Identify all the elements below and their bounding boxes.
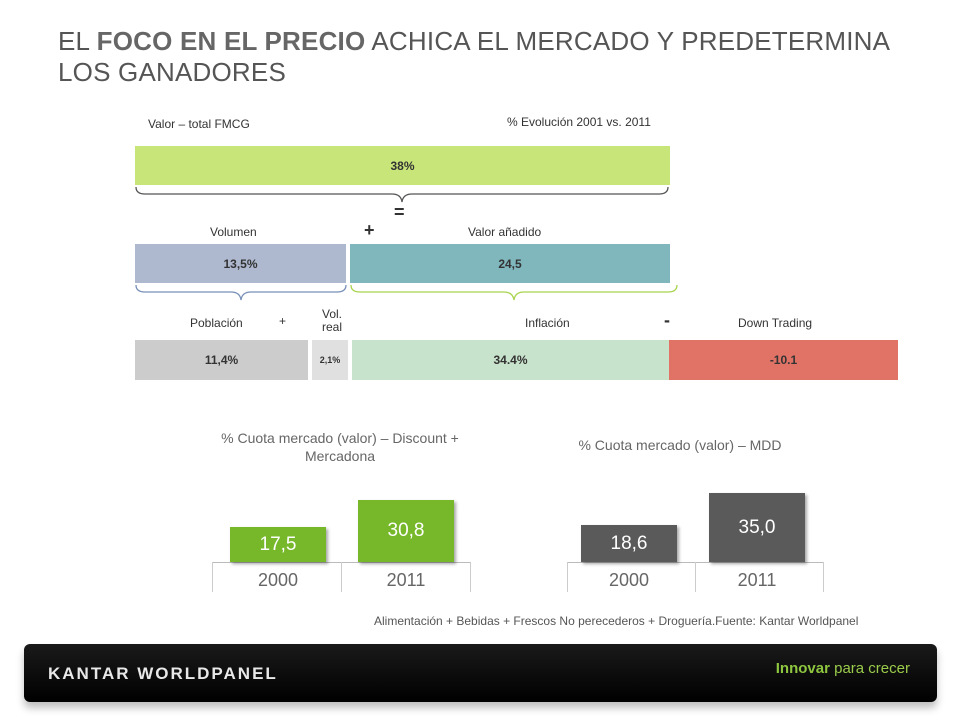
footer-bar bbox=[24, 644, 937, 702]
inflacion-bar: 34.4% bbox=[352, 340, 669, 380]
axis-tick bbox=[341, 562, 342, 592]
tagline-strong: Innovar bbox=[775, 660, 830, 677]
valor-total-label: Valor – total FMCG bbox=[148, 117, 250, 131]
valor-anadido-label: Valor añadido bbox=[468, 225, 542, 239]
bar-value-label: 30,8 bbox=[387, 520, 425, 541]
chart1-title: % Cuota mercado (valor) – Discount + Mer… bbox=[221, 430, 459, 464]
vol-real-bar: 2,1% bbox=[312, 340, 348, 380]
axis-tick bbox=[823, 562, 824, 592]
title-part1: EL bbox=[58, 26, 97, 56]
minus-sign: - bbox=[664, 310, 670, 330]
tagline: Innovar para crecer bbox=[700, 660, 910, 677]
poblacion-label: Población bbox=[190, 316, 243, 330]
axis-tick bbox=[470, 562, 471, 592]
evolucion-label: % Evolución 2001 vs. 2011 bbox=[507, 115, 651, 129]
inflacion-label: Inflación bbox=[525, 316, 570, 330]
chart2-title: % Cuota mercado (valor) – MDD bbox=[578, 437, 782, 453]
bar-2000: 18,6 bbox=[581, 525, 677, 562]
axis-tick bbox=[695, 562, 696, 592]
year-label: 2000 bbox=[257, 570, 299, 590]
bar-2000: 17,5 bbox=[230, 527, 326, 562]
down-trading-bar: -10.1 bbox=[669, 340, 898, 380]
volumen-bar: 13,5% bbox=[135, 244, 346, 283]
kantar-logo: KANTAR WORLDPANEL bbox=[48, 664, 278, 683]
brace-volumen bbox=[135, 284, 347, 301]
year-label: 2011 bbox=[386, 570, 426, 590]
bar-2011: 35,0 bbox=[709, 493, 805, 562]
axis-tick bbox=[567, 562, 568, 592]
source-note: Alimentación + Bebidas + Frescos No pere… bbox=[374, 614, 859, 628]
volumen-label: Volumen bbox=[210, 225, 257, 239]
valor-anadido-bar: 24,5 bbox=[350, 244, 670, 283]
vol-real-label: Vol. real bbox=[321, 307, 342, 334]
axis-tick bbox=[212, 562, 213, 592]
total-fmcg-bar: 38% bbox=[135, 146, 670, 185]
tagline-rest: para crecer bbox=[829, 660, 910, 677]
bar-value-label: 17,5 bbox=[259, 533, 297, 555]
page-title: EL FOCO EN EL PRECIO ACHICA EL MERCADO Y… bbox=[58, 26, 938, 88]
title-part2: ACHICA EL MERCADO Y PREDETERMINA LOS GAN… bbox=[58, 26, 889, 87]
year-label: 2000 bbox=[608, 570, 650, 590]
brace-total bbox=[135, 186, 669, 203]
year-label: 2011 bbox=[737, 570, 777, 590]
poblacion-bar: 11,4% bbox=[135, 340, 308, 380]
plus-sign-1: + bbox=[364, 220, 375, 240]
plus-sign-2: + bbox=[279, 314, 287, 328]
bar-value-label: 18,6 bbox=[610, 532, 648, 554]
brace-valor-anadido bbox=[350, 284, 678, 301]
title-bold: FOCO EN EL PRECIO bbox=[96, 26, 366, 56]
equals-sign: = bbox=[394, 202, 405, 222]
bar-2011: 30,8 bbox=[358, 500, 454, 562]
down-trading-label: Down Trading bbox=[738, 316, 813, 330]
bar-value-label: 35,0 bbox=[738, 516, 776, 538]
